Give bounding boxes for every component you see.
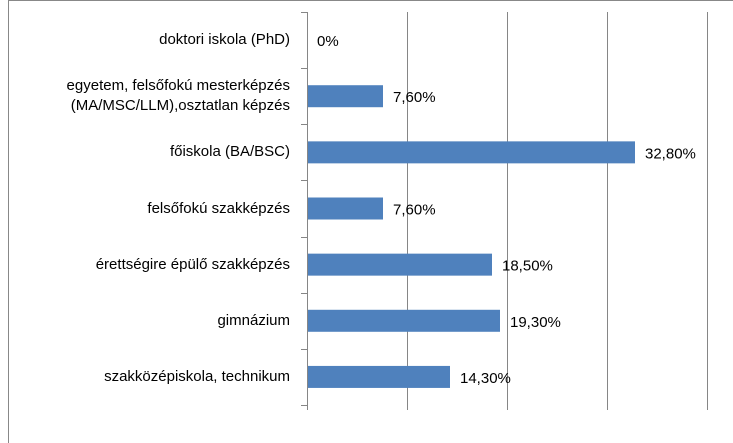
y-tick-label: felsőfokú szakképzés [147, 199, 290, 217]
y-tick-label: egyetem, felsőfokú mesterképzés (MA/MSC/… [66, 77, 290, 115]
data-label: 18,50% [502, 258, 553, 275]
data-label: 7,60% [393, 201, 436, 218]
bar [307, 365, 450, 388]
y-tick-label: gimnázium [217, 311, 290, 329]
data-label: 19,30% [510, 314, 561, 331]
bar [307, 309, 500, 332]
y-tick-label: főiskola (BA/BSC) [169, 143, 290, 161]
data-label: 32,80% [645, 145, 696, 162]
bar [307, 253, 492, 276]
y-tick-label: szakközépiskola, technikum [104, 367, 290, 385]
data-label: 0% [317, 33, 339, 50]
bar [307, 85, 383, 108]
y-tick-label: doktori iskola (PhD) [159, 31, 290, 49]
y-tick-label: érettségire épülő szakképzés [95, 255, 290, 273]
bar [307, 197, 383, 220]
data-label: 14,30% [460, 370, 511, 387]
data-label: 7,60% [393, 89, 436, 106]
bar [307, 141, 635, 164]
